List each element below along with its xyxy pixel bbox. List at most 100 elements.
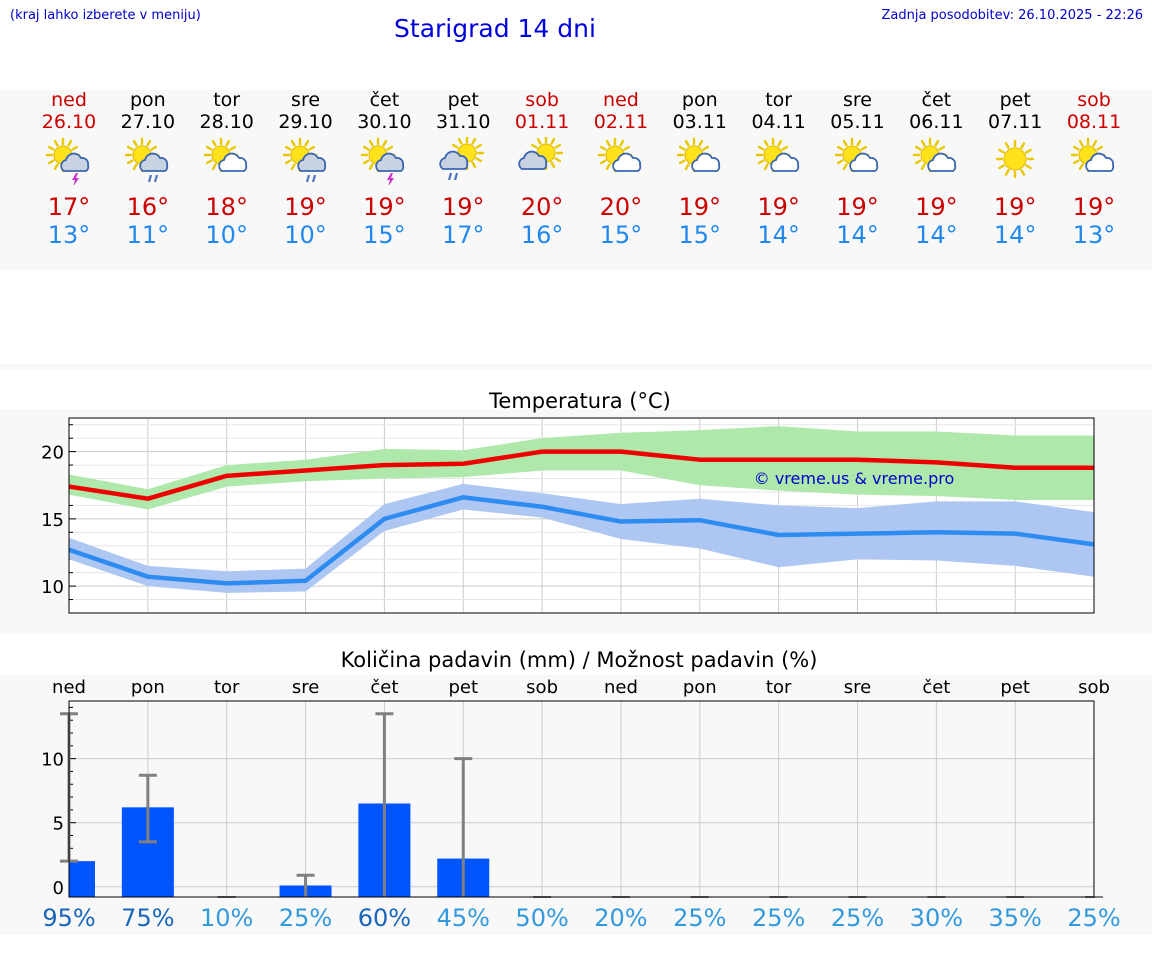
temp-min: 15° xyxy=(599,221,643,249)
divider xyxy=(0,364,1152,370)
precip-probability: 25% xyxy=(673,904,726,932)
day-column: ned 02.11 20° 15° xyxy=(581,89,661,249)
day-date: 04.11 xyxy=(751,111,806,133)
category-label: ned xyxy=(604,677,638,698)
temp-max: 20° xyxy=(520,193,564,221)
day-date: 02.11 xyxy=(593,111,649,133)
day-name: tor xyxy=(765,89,793,111)
min-temp-line xyxy=(68,495,1095,586)
day-column: pon 27.10 16° 11° xyxy=(108,89,188,249)
watermark: © vreme.us & vreme.pro xyxy=(754,469,955,488)
precip-probability: 50% xyxy=(515,904,568,932)
sun-cloud-icon xyxy=(755,137,799,173)
day-date: 28.10 xyxy=(199,111,254,133)
max-range-band xyxy=(69,426,1095,510)
category-label: sob xyxy=(526,677,558,698)
precip-error-bar xyxy=(375,712,394,897)
precip-bar xyxy=(69,861,95,897)
category-label: ned xyxy=(52,677,86,698)
sun-cloud-icon xyxy=(203,137,247,173)
precip-probability: 25% xyxy=(831,904,884,932)
y-tick-label: 15 xyxy=(41,510,64,531)
category-label: čet xyxy=(922,677,950,698)
category-label: tor xyxy=(214,677,240,698)
day-name: ned xyxy=(51,89,87,111)
temp-min: 14° xyxy=(836,221,879,249)
day-date: 31.10 xyxy=(436,111,491,133)
temp-max: 19° xyxy=(915,193,958,221)
temp-min: 11° xyxy=(126,221,170,249)
temp-min: 15° xyxy=(363,221,406,249)
precip-probability: 95% xyxy=(42,904,95,932)
temp-min: 14° xyxy=(757,221,800,249)
y-tick-label: 0 xyxy=(53,878,64,899)
day-date: 05.11 xyxy=(830,111,885,133)
day-column: pon 03.11 19° 15° xyxy=(660,89,740,249)
temp-max: 19° xyxy=(836,193,879,221)
day-name: pet xyxy=(999,89,1031,111)
temp-plot-frame xyxy=(68,417,1095,614)
temp-max: 19° xyxy=(1072,193,1116,221)
day-column: pet 31.10 19° 17° xyxy=(423,89,503,249)
cloud-sun-rain-icon xyxy=(439,137,485,181)
temp-min: 10° xyxy=(284,221,327,249)
day-column: pet 07.11 19° 14° xyxy=(975,89,1055,249)
last-updated: Zadnja posodobitev: 26.10.2025 - 22:26 xyxy=(881,8,1143,23)
day-column: tor 04.11 19° 14° xyxy=(739,89,819,249)
temp-max: 16° xyxy=(126,193,170,221)
day-column: tor 28.10 18° 10° xyxy=(187,89,267,249)
temp-max: 19° xyxy=(363,193,406,221)
precip-error-bar xyxy=(138,773,157,844)
category-label: čet xyxy=(370,677,398,698)
category-label: pet xyxy=(1000,677,1030,698)
day-name: čet xyxy=(921,89,952,111)
sun-icon xyxy=(995,139,1035,179)
day-date: 29.10 xyxy=(278,111,333,133)
day-column: čet 30.10 19° 15° xyxy=(344,89,424,249)
sun-cloud-rain-icon xyxy=(124,137,169,183)
precip-chart-title: Količina padavin (mm) / Možnost padavin … xyxy=(341,648,818,672)
category-label: pon xyxy=(683,677,717,698)
category-label: pet xyxy=(448,677,478,698)
precip-probability: 35% xyxy=(989,904,1042,932)
precip-probability: 25% xyxy=(752,904,805,932)
temp-min: 15° xyxy=(678,221,722,249)
temp-min: 10° xyxy=(205,221,248,249)
precip-error-bar xyxy=(454,757,473,897)
day-name: pon xyxy=(681,89,718,111)
sun-cloud-icon xyxy=(1070,137,1115,173)
day-name: tor xyxy=(213,89,241,111)
precip-probability: 20% xyxy=(594,904,647,932)
category-label: sob xyxy=(1078,677,1110,698)
day-date: 01.11 xyxy=(514,111,570,133)
precip-probability: 30% xyxy=(910,904,963,932)
day-column: sre 29.10 19° 10° xyxy=(266,89,346,249)
category-label: tor xyxy=(766,677,792,698)
day-date: 08.11 xyxy=(1066,111,1122,133)
temp-min: 17° xyxy=(441,221,485,249)
precip-probability: 25% xyxy=(279,904,332,932)
temp-max: 17° xyxy=(47,193,91,221)
day-name: pon xyxy=(129,89,166,111)
forecast-strip xyxy=(0,90,1152,270)
temp-min: 14° xyxy=(993,221,1037,249)
precip-probability: 60% xyxy=(358,904,411,932)
temp-max: 19° xyxy=(284,193,327,221)
day-date: 07.11 xyxy=(987,111,1043,133)
day-name: sob xyxy=(1077,89,1111,111)
day-date: 27.10 xyxy=(120,111,176,133)
page-title: Starigrad 14 dni xyxy=(394,14,596,43)
y-tick-label: 20 xyxy=(41,443,64,464)
y-tick-label: 5 xyxy=(53,814,64,835)
day-name: sob xyxy=(525,89,559,111)
temp-chart-title: Temperatura (°C) xyxy=(488,389,671,413)
temp-min: 16° xyxy=(520,221,564,249)
temp-min: 13° xyxy=(1072,221,1116,249)
y-tick-label: 10 xyxy=(41,750,64,771)
sun-cloud-thunder-icon xyxy=(45,137,90,185)
day-name: čet xyxy=(369,89,400,111)
day-column: sob 08.11 19° 13° xyxy=(1054,89,1134,249)
precip-probability: 25% xyxy=(1067,904,1120,932)
sun-cloud-icon xyxy=(913,137,957,173)
